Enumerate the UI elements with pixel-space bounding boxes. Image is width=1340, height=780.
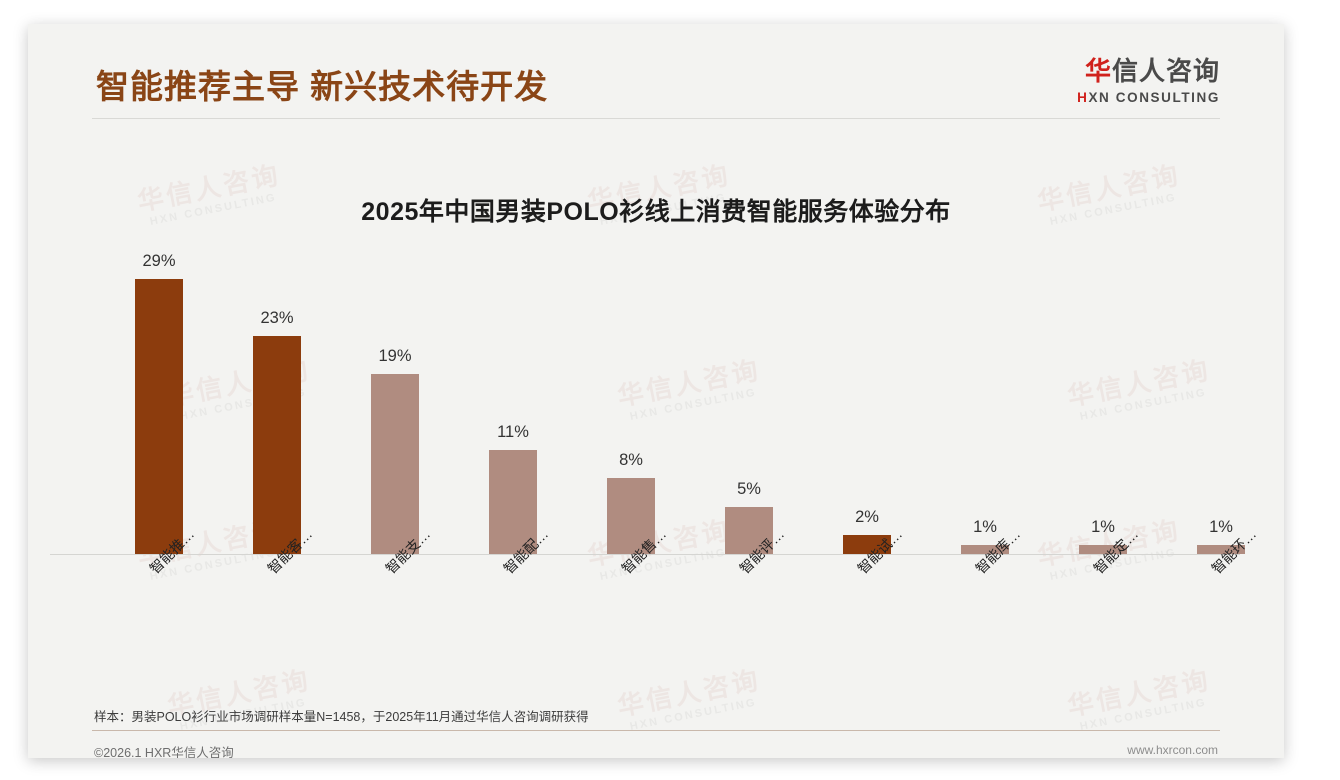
logo-chinese-text: 华信人咨询 — [1077, 58, 1220, 84]
chart-bar[interactable] — [607, 478, 655, 554]
bar-value-label: 5% — [737, 480, 761, 498]
logo-cn-rest: 信人咨询 — [1111, 56, 1220, 86]
header-divider — [92, 118, 1220, 119]
chart-bar[interactable] — [371, 374, 419, 554]
bar-group: 8% — [572, 279, 690, 554]
chart-bar[interactable] — [725, 507, 773, 554]
chart-footnote: 样本：男装POLO衫行业市场调研样本量N=1458，于2025年11月通过华信人… — [94, 710, 589, 724]
slide-canvas: 华信人咨询 HXN CONSULTING 华信人咨询 HXN CONSULTING 华信… — [28, 24, 1284, 758]
chart-bar[interactable] — [489, 450, 537, 554]
copyright-text: ©2026.1 HXR华信人咨询 — [94, 746, 234, 758]
bar-group: 1% — [1044, 279, 1162, 554]
slide-header: 智能推荐主导 新兴技术待开发 华信人咨询 HXN CONSULTING — [28, 24, 1284, 116]
watermark: 华信人咨询 HXN CONSULTING — [1065, 664, 1215, 735]
logo-en-rest: XN CONSULTING — [1088, 90, 1220, 105]
website-url: www.hxrcon.com — [1127, 743, 1218, 757]
chart-bar[interactable] — [1197, 545, 1245, 554]
watermark: 华信人咨询 HXN CONSULTING — [615, 664, 765, 735]
bar-value-label: 2% — [855, 508, 879, 526]
bar-chart-plot-area: 29% 23% 19% 11% 8% 5% 2% 1% 1% 1% — [78, 252, 1253, 554]
chart-title: 2025年中国男装POLO衫线上消费智能服务体验分布 — [361, 198, 951, 226]
watermark-cn-text: 华信人咨询 — [1065, 664, 1214, 722]
bar-group: 29% — [100, 252, 218, 554]
bar-group: 5% — [690, 279, 808, 554]
bar-value-label: 8% — [619, 451, 643, 469]
bar-group: 1% — [1162, 279, 1280, 554]
watermark-en-text: HXN CONSULTING — [1078, 696, 1208, 733]
bar-value-label: 1% — [973, 518, 997, 536]
bar-value-label: 19% — [378, 347, 412, 365]
logo-english-text: HXN CONSULTING — [1077, 91, 1220, 105]
bar-group: 2% — [808, 279, 926, 554]
bar-group: 1% — [926, 279, 1044, 554]
watermark-cn-text: 华信人咨询 — [615, 664, 764, 722]
chart-bar[interactable] — [961, 545, 1009, 554]
chart-bar[interactable] — [1079, 545, 1127, 554]
watermark-en-text: HXN CONSULTING — [628, 696, 758, 733]
company-logo: 华信人咨询 HXN CONSULTING — [1077, 58, 1220, 105]
bar-value-label: 29% — [142, 252, 176, 270]
bar-value-label: 23% — [260, 309, 294, 327]
chart-baseline-axis — [50, 554, 1240, 555]
chart-bar[interactable] — [253, 336, 301, 554]
footer-divider — [92, 730, 1220, 731]
bar-value-label: 1% — [1209, 518, 1233, 536]
logo-cn-accent: 华 — [1084, 56, 1112, 86]
bar-group: 11% — [454, 279, 572, 554]
bar-value-label: 1% — [1091, 518, 1115, 536]
bar-group: 19% — [336, 279, 454, 554]
bar-group: 23% — [218, 279, 336, 554]
page-title: 智能推荐主导 新兴技术待开发 — [96, 68, 549, 105]
logo-en-accent: H — [1077, 90, 1089, 105]
bar-value-label: 11% — [497, 423, 529, 441]
chart-bar[interactable] — [843, 535, 891, 554]
chart-bar[interactable] — [135, 279, 183, 554]
